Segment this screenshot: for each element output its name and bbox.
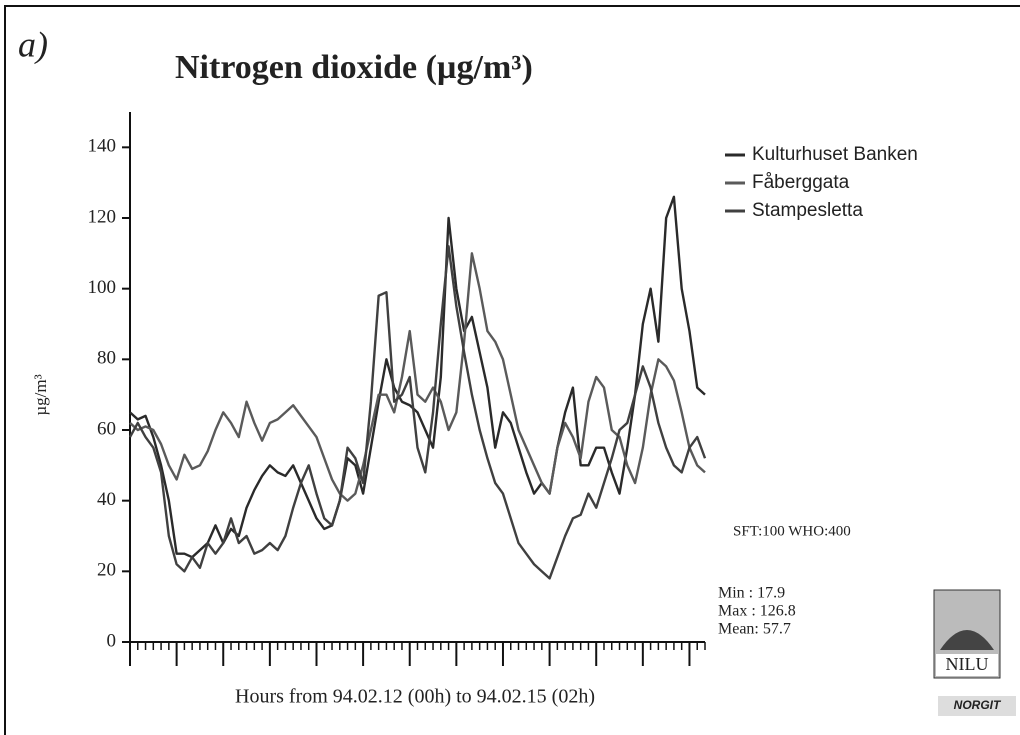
stat: Min : 17.9 xyxy=(718,585,785,602)
y-tick-label: 100 xyxy=(88,277,117,298)
y-tick-label: 140 xyxy=(88,136,117,157)
sponsor-box xyxy=(938,696,1016,716)
y-tick-label: 20 xyxy=(97,560,116,581)
series-line xyxy=(129,195,706,559)
logo-plate xyxy=(936,654,998,676)
legend-label: Fåberggata xyxy=(752,172,850,193)
stat: Max : 126.8 xyxy=(718,603,796,620)
frame xyxy=(4,5,1020,735)
y-tick-label: 80 xyxy=(97,348,116,369)
y-tick-label: 60 xyxy=(97,418,116,439)
limits-note: SFT:100 WHO:400 xyxy=(733,523,851,539)
series-line xyxy=(129,252,706,502)
y-tick-label: 120 xyxy=(88,206,117,227)
logo-text: NILU xyxy=(946,654,989,674)
chart-title: Nitrogen dioxide (µg/m³) xyxy=(175,49,533,86)
sponsor-text: NORGIT xyxy=(954,698,1002,712)
x-axis-label: Hours from 94.02.12 (00h) to 94.02.15 (0… xyxy=(235,686,595,708)
legend-label: Kulturhuset Banken xyxy=(752,144,918,165)
logo-icon xyxy=(940,630,994,650)
annotation: a) xyxy=(18,24,48,64)
y-tick-label: 40 xyxy=(97,489,116,510)
y-tick-label: 0 xyxy=(107,630,117,651)
legend-label: Stampesletta xyxy=(752,200,863,221)
y-axis-label: µg/m³ xyxy=(31,374,50,415)
stat: Mean: 57.7 xyxy=(718,621,791,638)
series-line xyxy=(128,245,707,580)
